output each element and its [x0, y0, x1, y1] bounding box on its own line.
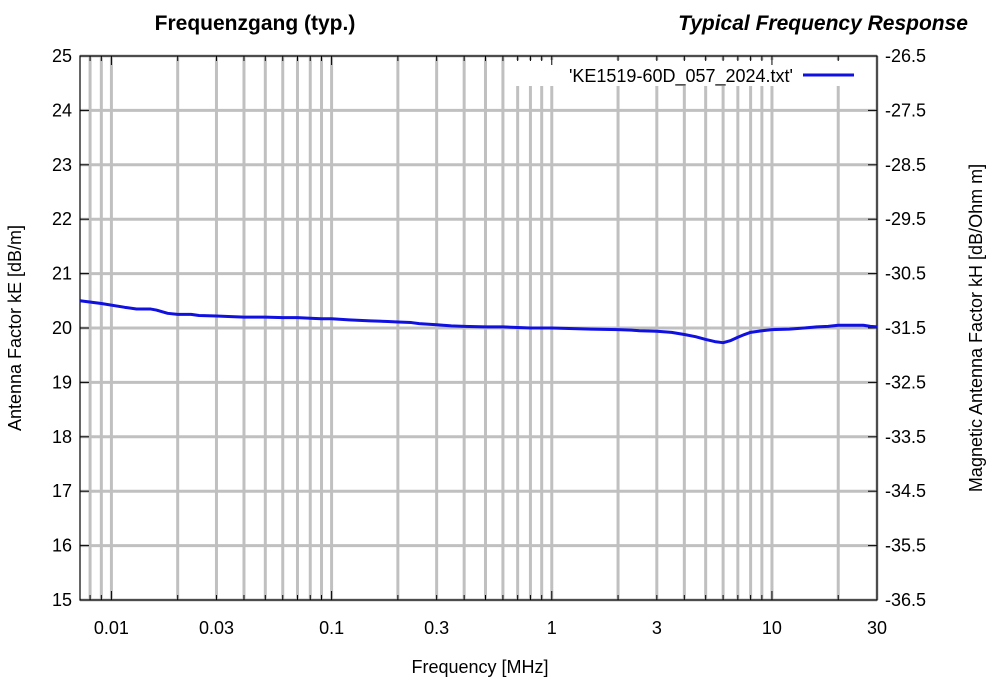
x-tick-labels: 0.01 0.03 0.1 0.3 1 3 10 30	[94, 618, 887, 638]
x-tick-label: 30	[867, 618, 887, 638]
y-tick-label: 17	[52, 481, 72, 501]
y2-tick-label: -35.5	[885, 536, 926, 556]
x-tick-label: 0.01	[94, 618, 129, 638]
y-tick-label: 22	[52, 209, 72, 229]
axis-ticks	[80, 55, 878, 601]
y2-tick-label: -27.5	[885, 100, 926, 120]
x-axis-label: Frequency [MHz]	[411, 657, 548, 677]
chart-title: Frequenzgang (typ.)	[155, 12, 356, 35]
y2-tick-labels: -36.5 -35.5 -34.5 -33.5 -32.5 -31.5 -30.5 -29.5…	[885, 46, 926, 610]
y2-tick-label: -33.5	[885, 427, 926, 447]
y-tick-label: 25	[52, 46, 72, 66]
x-tick-label: 1	[547, 618, 557, 638]
x-tick-label: 3	[652, 618, 662, 638]
y-tick-label: 18	[52, 427, 72, 447]
y2-tick-label: -28.5	[885, 155, 926, 175]
y2-tick-label: -31.5	[885, 318, 926, 338]
y-tick-labels: 15 16 17 18 19 20 21 22 23 24 25	[52, 46, 72, 610]
y2-axis-label: Magnetic Antenna Factor kH [dB/Ohm m]	[966, 164, 986, 492]
y-tick-label: 15	[52, 590, 72, 610]
y2-tick-label: -29.5	[885, 209, 926, 229]
legend-label: 'KE1519-60D_057_2024.txt'	[569, 66, 793, 87]
y-tick-label: 21	[52, 264, 72, 284]
y-tick-label: 23	[52, 155, 72, 175]
legend: 'KE1519-60D_057_2024.txt'	[569, 66, 854, 87]
y-axis-label: Antenna Factor kE [dB/m]	[5, 225, 25, 431]
x-tick-label: 0.03	[199, 618, 234, 638]
x-tick-label: 10	[762, 618, 782, 638]
y-tick-label: 24	[52, 100, 72, 120]
chart-title-english: Typical Frequency Response	[678, 12, 968, 35]
y2-tick-label: -30.5	[885, 264, 926, 284]
y2-tick-label: -36.5	[885, 590, 926, 610]
y-tick-label: 16	[52, 536, 72, 556]
y2-tick-label: -32.5	[885, 372, 926, 392]
x-tick-label: 0.3	[424, 618, 449, 638]
y2-tick-label: -34.5	[885, 481, 926, 501]
x-tick-label: 0.1	[319, 618, 344, 638]
y2-tick-label: -26.5	[885, 46, 926, 66]
series-line-ke1519	[79, 299, 878, 345]
y-tick-label: 20	[52, 318, 72, 338]
legend-background	[516, 60, 872, 86]
y-tick-label: 19	[52, 372, 72, 392]
